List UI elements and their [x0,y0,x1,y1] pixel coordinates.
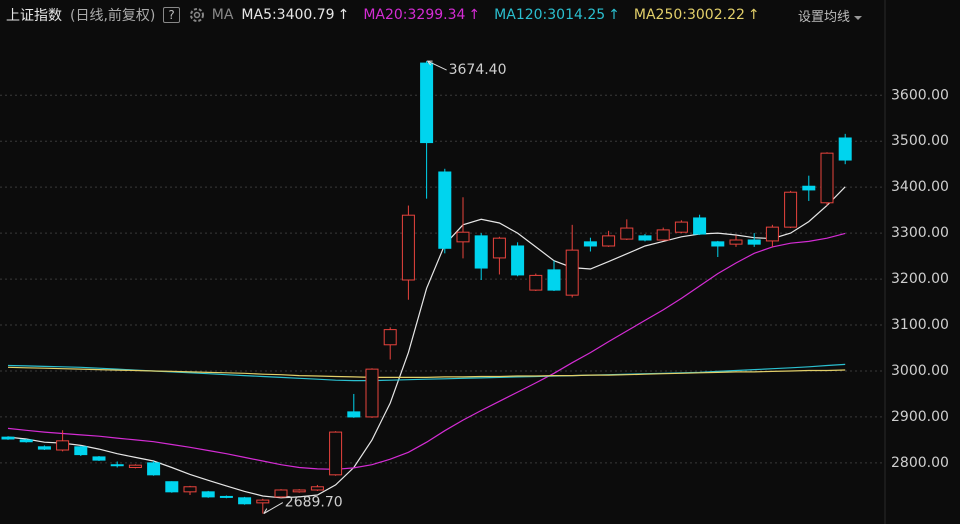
candle-body [565,249,579,296]
candle-body [128,464,142,468]
annotation-arrowhead [426,60,433,66]
y-tick-label: 3300.00 [891,225,949,241]
settings-label: 设置均线 [798,10,851,25]
y-tick-label: 3600.00 [891,87,949,103]
ma-line [7,232,846,470]
candle-body [56,440,70,451]
legend-label: MA20:3299.34 [363,7,466,23]
candle-body [602,235,616,247]
candle-body [438,171,452,249]
legend-entry: MA5:3400.79 ↑ [241,7,349,23]
legend-entry: MA120:3014.25 ↑ [494,7,620,23]
candle-body [19,439,33,443]
candle-body [638,235,652,241]
y-tick-label: 3400.00 [891,179,949,195]
candle-body [383,329,397,346]
candle-body [1,436,15,440]
annotation-label: 3674.40 [449,62,507,78]
candle-body [492,237,506,259]
candle-body [238,497,252,505]
y-tick-label: 2800.00 [891,455,949,471]
annotation-arrowhead [263,508,270,514]
candle-body [329,431,343,476]
candle-body [802,185,816,191]
gear-icon[interactable] [188,6,206,24]
candle-body [583,241,597,247]
candle-body [456,231,470,243]
legend-trend: ↑ [608,7,620,23]
legend-label: MA5:3400.79 [241,7,335,23]
candle-body [256,499,270,504]
candle-body [292,489,306,493]
y-tick-label: 3500.00 [891,133,949,149]
legend-trend: ↑ [747,7,760,23]
candle-body [765,226,779,242]
candle-body [511,245,525,276]
settings-button[interactable]: 设置均线 [798,6,863,25]
candle-body [420,62,434,144]
legend-label: MA250:3002.22 [633,7,745,23]
y-tick-label: 3100.00 [891,317,949,333]
y-tick-label: 3000.00 [891,363,949,379]
candle-body [529,274,543,291]
candle-body [620,227,634,240]
ma-label: MA [211,7,234,23]
candle-body [201,491,215,498]
candle-body [183,486,197,493]
candle-body [274,489,288,498]
candle-body [674,221,688,233]
annotation-arrow [427,60,447,71]
caret [854,16,863,20]
candle-body [693,217,707,235]
legend: MA5:3400.79 ↑ MA20:3299.34 ↑ MA120:3014.25 ↑ M… [241,7,773,23]
index-name: 上证指数 [6,8,62,24]
legend-entry: MA20:3299.34 ↑ [363,7,480,23]
legend-entry: MA250:3002.22 ↑ [634,7,760,23]
candle-body [347,411,361,418]
candle-body [310,486,324,491]
legend-label: MA120:3014.25 [494,7,606,23]
candle-body [656,229,670,241]
candle-body [838,137,852,161]
candle-body [92,456,106,461]
annotation-label: 2689.70 [285,495,343,511]
candle-body [474,235,488,269]
header: 上证指数 (日线,前复权) ? MA MA5:3400.79 ↑ MA20:3299… [0,0,880,30]
candle-body [165,481,179,493]
candle-body [74,446,88,456]
candle-body [401,214,415,281]
ma-line [7,366,846,378]
candle-body [820,152,834,204]
legend-trend: ↑ [337,7,350,23]
candle-body [784,191,798,228]
candle-body [37,446,51,450]
candle-body [219,495,233,498]
candle-body [747,239,761,245]
period: (日线,前复权) [70,8,156,24]
candle-body [729,239,743,245]
help[interactable]: ? [163,7,180,23]
candle-body [110,464,124,467]
candle-body [711,241,725,247]
candle-body [365,368,379,418]
candle-body [547,269,561,291]
y-tick-label: 3200.00 [891,271,949,287]
y-tick-label: 2900.00 [891,409,949,425]
legend-trend: ↑ [468,7,481,23]
candle-body [147,462,161,476]
